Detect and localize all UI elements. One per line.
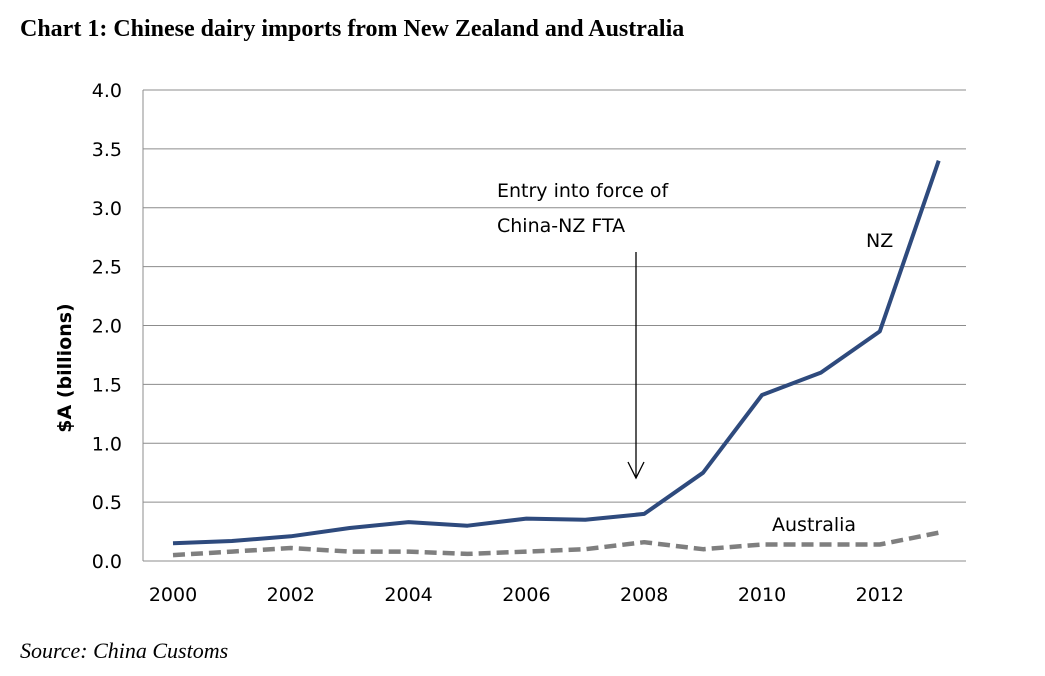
x-tick-label: 2002	[267, 584, 315, 606]
annotation: Entry into force of China-NZ FTA	[497, 180, 670, 480]
y-tick-label: 1.5	[92, 374, 122, 396]
gridlines	[142, 89, 966, 562]
annotation-line-2: China-NZ FTA	[497, 215, 625, 237]
y-axis-label: $A (billions)	[54, 303, 76, 432]
x-tick-label: 2004	[384, 584, 432, 606]
annotation-arrow-head	[627, 461, 645, 480]
x-tick-label: 2012	[856, 584, 904, 606]
series-line-australia	[172, 530, 940, 558]
y-tick-label: 1.0	[92, 433, 122, 455]
series-label-australia: Australia	[772, 514, 856, 536]
y-tick-label: 3.5	[92, 139, 122, 161]
series: NZ Australia	[172, 160, 941, 558]
x-tick-label: 2000	[149, 584, 197, 606]
x-tick-label: 2006	[502, 584, 550, 606]
annotation-line-1: Entry into force of	[497, 180, 670, 202]
y-tick-label: 3.0	[92, 198, 122, 220]
series-line-nz	[172, 160, 941, 546]
chart-title: Chart 1: Chinese dairy imports from New …	[20, 16, 685, 42]
x-tick-label: 2010	[738, 584, 786, 606]
source-note: Source: China Customs	[20, 638, 229, 663]
y-tick-label: 4.0	[92, 80, 122, 102]
x-axis-ticks: 2000 2002 2004 2006 2008 2010 2012	[149, 584, 904, 606]
series-label-nz: NZ	[866, 230, 893, 252]
y-tick-label: 0.5	[92, 492, 122, 514]
y-tick-label: 2.5	[92, 257, 122, 279]
x-tick-label: 2008	[620, 584, 668, 606]
y-tick-label: 0.0	[92, 551, 122, 573]
y-axis-ticks: 0.0 0.5 1.0 1.5 2.0 2.5 3.0 3.5 4.0	[92, 80, 122, 573]
y-tick-label: 2.0	[92, 316, 122, 338]
